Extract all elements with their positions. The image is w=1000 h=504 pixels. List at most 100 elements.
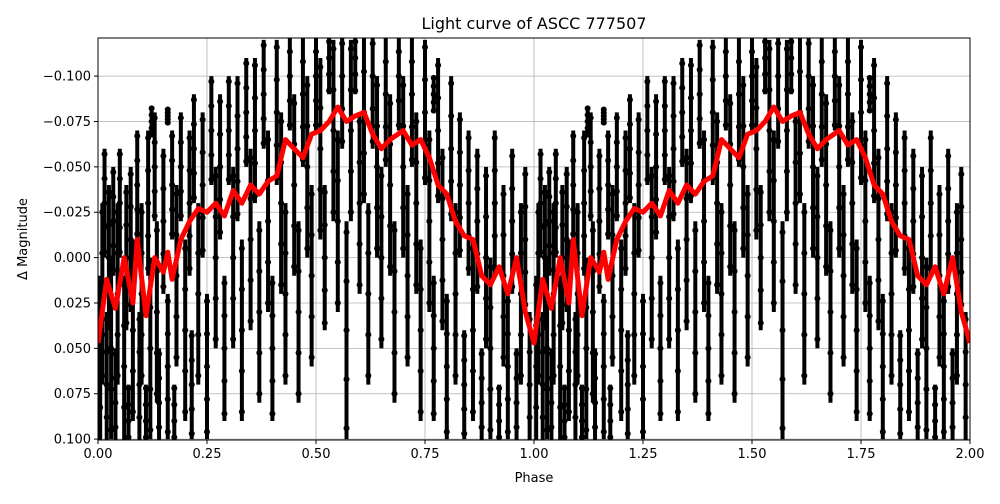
data-point	[914, 375, 921, 382]
data-point	[914, 399, 921, 406]
data-point	[932, 417, 939, 424]
data-point	[635, 116, 642, 123]
data-point	[578, 417, 585, 424]
data-point	[513, 399, 520, 406]
data-point	[749, 122, 755, 129]
data-point	[570, 182, 577, 189]
data-point	[583, 427, 590, 434]
data-point	[897, 430, 904, 437]
data-point	[718, 250, 725, 257]
data-point	[500, 231, 507, 238]
data-point	[105, 221, 112, 228]
data-point	[188, 357, 195, 364]
data-point	[653, 98, 660, 105]
data-point	[443, 396, 450, 403]
data-point	[452, 372, 459, 379]
data-point	[439, 195, 446, 202]
data-point	[478, 350, 485, 357]
data-point	[300, 26, 306, 32]
data-point	[578, 434, 585, 440]
data-point	[640, 396, 646, 403]
data-point	[607, 401, 614, 408]
data-point	[607, 434, 614, 440]
data-point	[456, 247, 463, 254]
data-point	[696, 140, 703, 147]
data-point	[116, 175, 123, 182]
data-point	[526, 348, 533, 355]
data-point	[291, 100, 298, 107]
data-point	[171, 434, 178, 440]
data-point	[186, 232, 193, 239]
data-point	[526, 381, 533, 388]
data-point	[962, 348, 969, 355]
data-point	[875, 318, 882, 325]
data-point	[195, 290, 202, 297]
data-point	[286, 48, 293, 55]
data-point	[195, 372, 202, 379]
data-point	[557, 363, 564, 370]
data-point	[561, 385, 568, 392]
data-point	[714, 200, 721, 207]
data-point	[127, 171, 134, 178]
data-point	[618, 408, 625, 415]
data-point	[365, 372, 372, 379]
data-point	[430, 91, 437, 98]
data-point	[587, 163, 594, 170]
x-tick-label: 1.50	[738, 447, 767, 462]
data-point	[116, 224, 123, 231]
data-point	[932, 434, 939, 440]
data-point	[849, 240, 856, 247]
data-point	[613, 114, 620, 121]
data-point	[439, 154, 446, 161]
data-point	[866, 107, 873, 114]
data-point	[783, 209, 790, 216]
data-point	[491, 232, 498, 239]
data-point	[775, 40, 782, 47]
data-point	[439, 318, 446, 325]
data-point	[478, 424, 485, 431]
data-point	[897, 357, 904, 364]
data-point	[517, 250, 524, 257]
data-point	[792, 240, 799, 247]
data-point	[683, 154, 690, 161]
data-point	[142, 417, 149, 424]
data-point	[718, 290, 725, 297]
data-point	[138, 209, 145, 216]
data-point	[273, 76, 280, 83]
data-point	[537, 151, 544, 158]
data-point	[448, 80, 455, 87]
data-point	[491, 167, 498, 174]
data-point	[905, 408, 912, 415]
data-point	[483, 254, 490, 261]
data-point	[204, 330, 210, 337]
data-point	[435, 160, 442, 167]
data-point	[731, 349, 738, 356]
data-point	[439, 277, 446, 284]
data-point	[282, 372, 289, 379]
data-point	[173, 354, 180, 361]
data-point	[330, 86, 337, 93]
data-point	[469, 286, 476, 293]
data-point	[417, 408, 424, 415]
data-point	[265, 259, 272, 266]
data-point	[546, 267, 553, 274]
data-point	[408, 156, 415, 163]
data-point	[814, 336, 821, 343]
data-point	[365, 209, 372, 216]
data-point	[430, 312, 437, 319]
data-point	[188, 381, 195, 388]
data-point	[557, 404, 564, 411]
data-point	[622, 232, 629, 239]
data-point	[282, 250, 289, 257]
data-point	[546, 169, 553, 176]
data-point	[247, 195, 254, 202]
data-point	[134, 182, 141, 189]
data-point	[108, 386, 115, 393]
data-point	[500, 354, 507, 361]
data-point	[753, 145, 760, 152]
data-point	[648, 213, 655, 220]
data-point	[757, 287, 764, 294]
data-point	[487, 345, 494, 352]
data-point	[897, 332, 904, 339]
data-point	[618, 368, 625, 375]
